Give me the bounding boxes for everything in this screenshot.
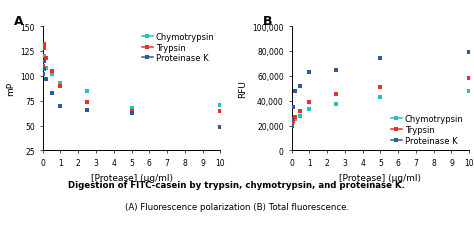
Legend: Chymotrypsin, Trypsin, Proteinase K: Chymotrypsin, Trypsin, Proteinase K xyxy=(140,31,216,65)
Y-axis label: mP: mP xyxy=(6,82,15,96)
X-axis label: [Protease] (μg/ml): [Protease] (μg/ml) xyxy=(339,173,421,182)
Text: B: B xyxy=(263,15,273,28)
Text: (A) Fluorescence polarization (B) Total fluorescence.: (A) Fluorescence polarization (B) Total … xyxy=(125,202,349,211)
Y-axis label: RFU: RFU xyxy=(238,80,247,98)
Text: A: A xyxy=(14,15,24,28)
Text: Digestion of FITC-casein by trypsin, chymotrypsin, and proteinase K.: Digestion of FITC-casein by trypsin, chy… xyxy=(69,180,405,189)
X-axis label: [Protease] (μg/ml): [Protease] (μg/ml) xyxy=(91,173,173,182)
Legend: Chymotrypsin, Trypsin, Proteinase K: Chymotrypsin, Trypsin, Proteinase K xyxy=(389,113,465,147)
